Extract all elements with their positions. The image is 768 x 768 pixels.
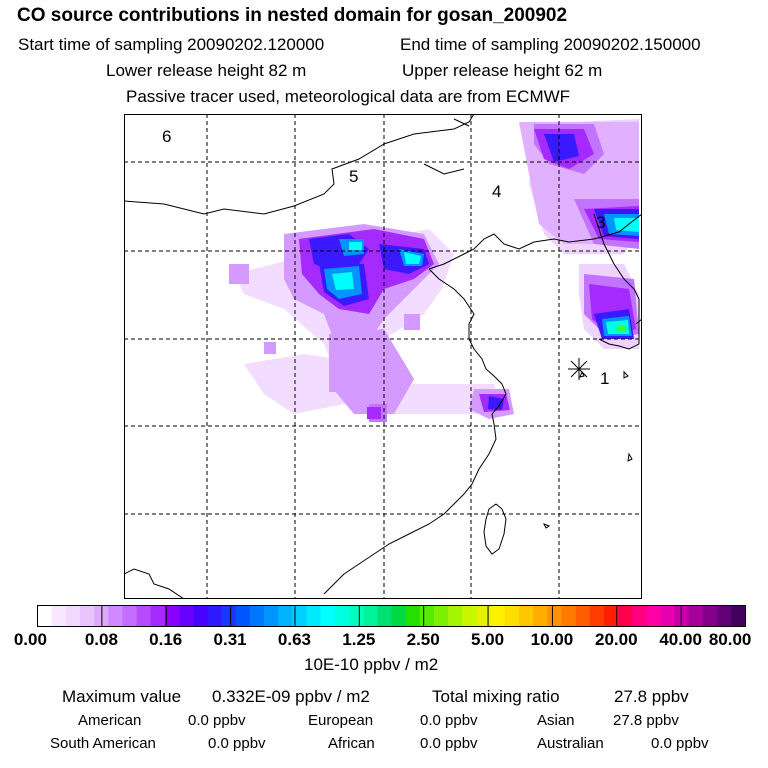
colorbar-cell (660, 605, 675, 627)
region-american-value: 0.0 ppbv (188, 712, 246, 729)
colorbar-cell (589, 605, 605, 627)
colorbar-tick-label: 0.00 (13, 630, 47, 649)
colorbar-cell (391, 605, 406, 627)
grid-label-6: 6 (162, 127, 171, 146)
colorbar-tick-label: 10.00 (530, 630, 574, 649)
colorbar-tick-label: 5.00 (470, 630, 505, 649)
colorbar-tick-label: 1.25 (342, 630, 376, 649)
colorbar-cell (731, 605, 746, 627)
grid-label-1: 1 (600, 369, 609, 388)
colorbar-cell (688, 605, 704, 627)
colorbar-cell (575, 605, 591, 627)
colorbar-cell (278, 605, 293, 627)
colorbar-cell (320, 605, 336, 627)
colorbar-cell (448, 605, 463, 627)
region-american-label: American (78, 712, 142, 729)
grid-label-5: 5 (349, 167, 358, 186)
colorbar-cell (462, 605, 477, 627)
colorbar-cell (646, 605, 661, 627)
colorbar-cell (249, 605, 265, 627)
colorbar-cell (717, 605, 732, 627)
colorbar-cell (306, 605, 321, 627)
max-value-label: Maximum value (62, 687, 182, 706)
colorbar-cell (533, 605, 548, 627)
colorbar-cell (235, 605, 251, 627)
colorbar-cell (504, 605, 520, 627)
colorbar-cell (150, 605, 166, 627)
map-panel: 6 5 4 3 1 (124, 114, 642, 599)
colorbar-cell (618, 605, 633, 627)
colorbar-cell (136, 605, 152, 627)
grid-label-3: 3 (596, 213, 605, 232)
colorbar-cell (334, 605, 350, 627)
grid-label-4: 4 (492, 182, 501, 201)
region-australian-label: Australian (537, 735, 604, 752)
colorbar-cell (405, 605, 421, 627)
colorbar-cell (264, 605, 279, 627)
region-european-value: 0.0 ppbv (420, 712, 478, 729)
colorbar-tick-label: 80.00 (708, 630, 752, 649)
colorbar-cell (179, 605, 194, 627)
region-asian-label: Asian (537, 712, 575, 729)
colorbar-cell (476, 605, 491, 627)
colorbar-cell (79, 605, 95, 627)
plot-title: CO source contributions in nested domain… (17, 5, 568, 26)
colorbar-tick-label: 2.50 (406, 630, 440, 649)
coastline (124, 114, 642, 599)
colorbar-cell (703, 605, 718, 627)
colorbar-tick-label: 0.31 (213, 630, 247, 649)
colorbar-cell (51, 605, 67, 627)
concentration-field (229, 119, 639, 422)
colorbar-cell (547, 605, 562, 627)
region-south-american-label: South American (50, 735, 156, 752)
colorbar-cell (433, 605, 449, 627)
lat-lon-grid (124, 114, 642, 599)
colorbar-cell (122, 605, 137, 627)
lower-release-height: Lower release height 82 m (106, 61, 307, 80)
colorbar-cell (674, 605, 690, 627)
colorbar-cell (377, 605, 392, 627)
colorbar-cell (221, 605, 237, 627)
region-asian-value: 27.8 ppbv (613, 712, 679, 729)
colorbar-cell (292, 605, 307, 627)
colorbar-cell (108, 605, 123, 627)
colorbar-cell (419, 605, 435, 627)
colorbar-cell (632, 605, 647, 627)
colorbar-cell (37, 605, 52, 627)
colorbar-tick-label: 0.63 (277, 630, 311, 649)
receptor-star-icon (568, 358, 590, 380)
colorbar-cell (65, 605, 81, 627)
total-mixing-ratio-label: Total mixing ratio (432, 687, 560, 706)
colorbar-cell (603, 605, 619, 627)
colorbar-cell (164, 605, 180, 627)
colorbar (37, 605, 746, 627)
end-time: End time of sampling 20090202.150000 (400, 35, 701, 54)
colorbar-cell (207, 605, 222, 627)
region-african-value: 0.0 ppbv (420, 735, 478, 752)
region-australian-value: 0.0 ppbv (651, 735, 709, 752)
tracer-note: Passive tracer used, meteorological data… (126, 87, 571, 106)
start-time: Start time of sampling 20090202.120000 (18, 35, 325, 54)
colorbar-tick-label: 40.00 (659, 630, 702, 649)
colorbar-tick-label: 20.00 (594, 630, 638, 649)
max-value: 0.332E-09 ppbv / m2 (212, 687, 370, 706)
colorbar-unit: 10E-10 ppbv / m2 (304, 655, 439, 674)
colorbar-cell (518, 605, 534, 627)
upper-release-height: Upper release height 62 m (402, 61, 603, 80)
colorbar-cell (561, 605, 576, 627)
colorbar-cell (490, 605, 506, 627)
colorbar-cell (193, 605, 208, 627)
region-african-label: African (328, 735, 375, 752)
region-european-label: European (308, 712, 374, 729)
colorbar-cell (363, 605, 378, 627)
total-mixing-ratio-value: 27.8 ppbv (614, 687, 689, 706)
colorbar-tick-label: 0.08 (84, 630, 118, 649)
colorbar-tick-label: 0.16 (149, 630, 183, 649)
colorbar-cell (349, 605, 364, 627)
region-south-american-value: 0.0 ppbv (208, 735, 266, 752)
